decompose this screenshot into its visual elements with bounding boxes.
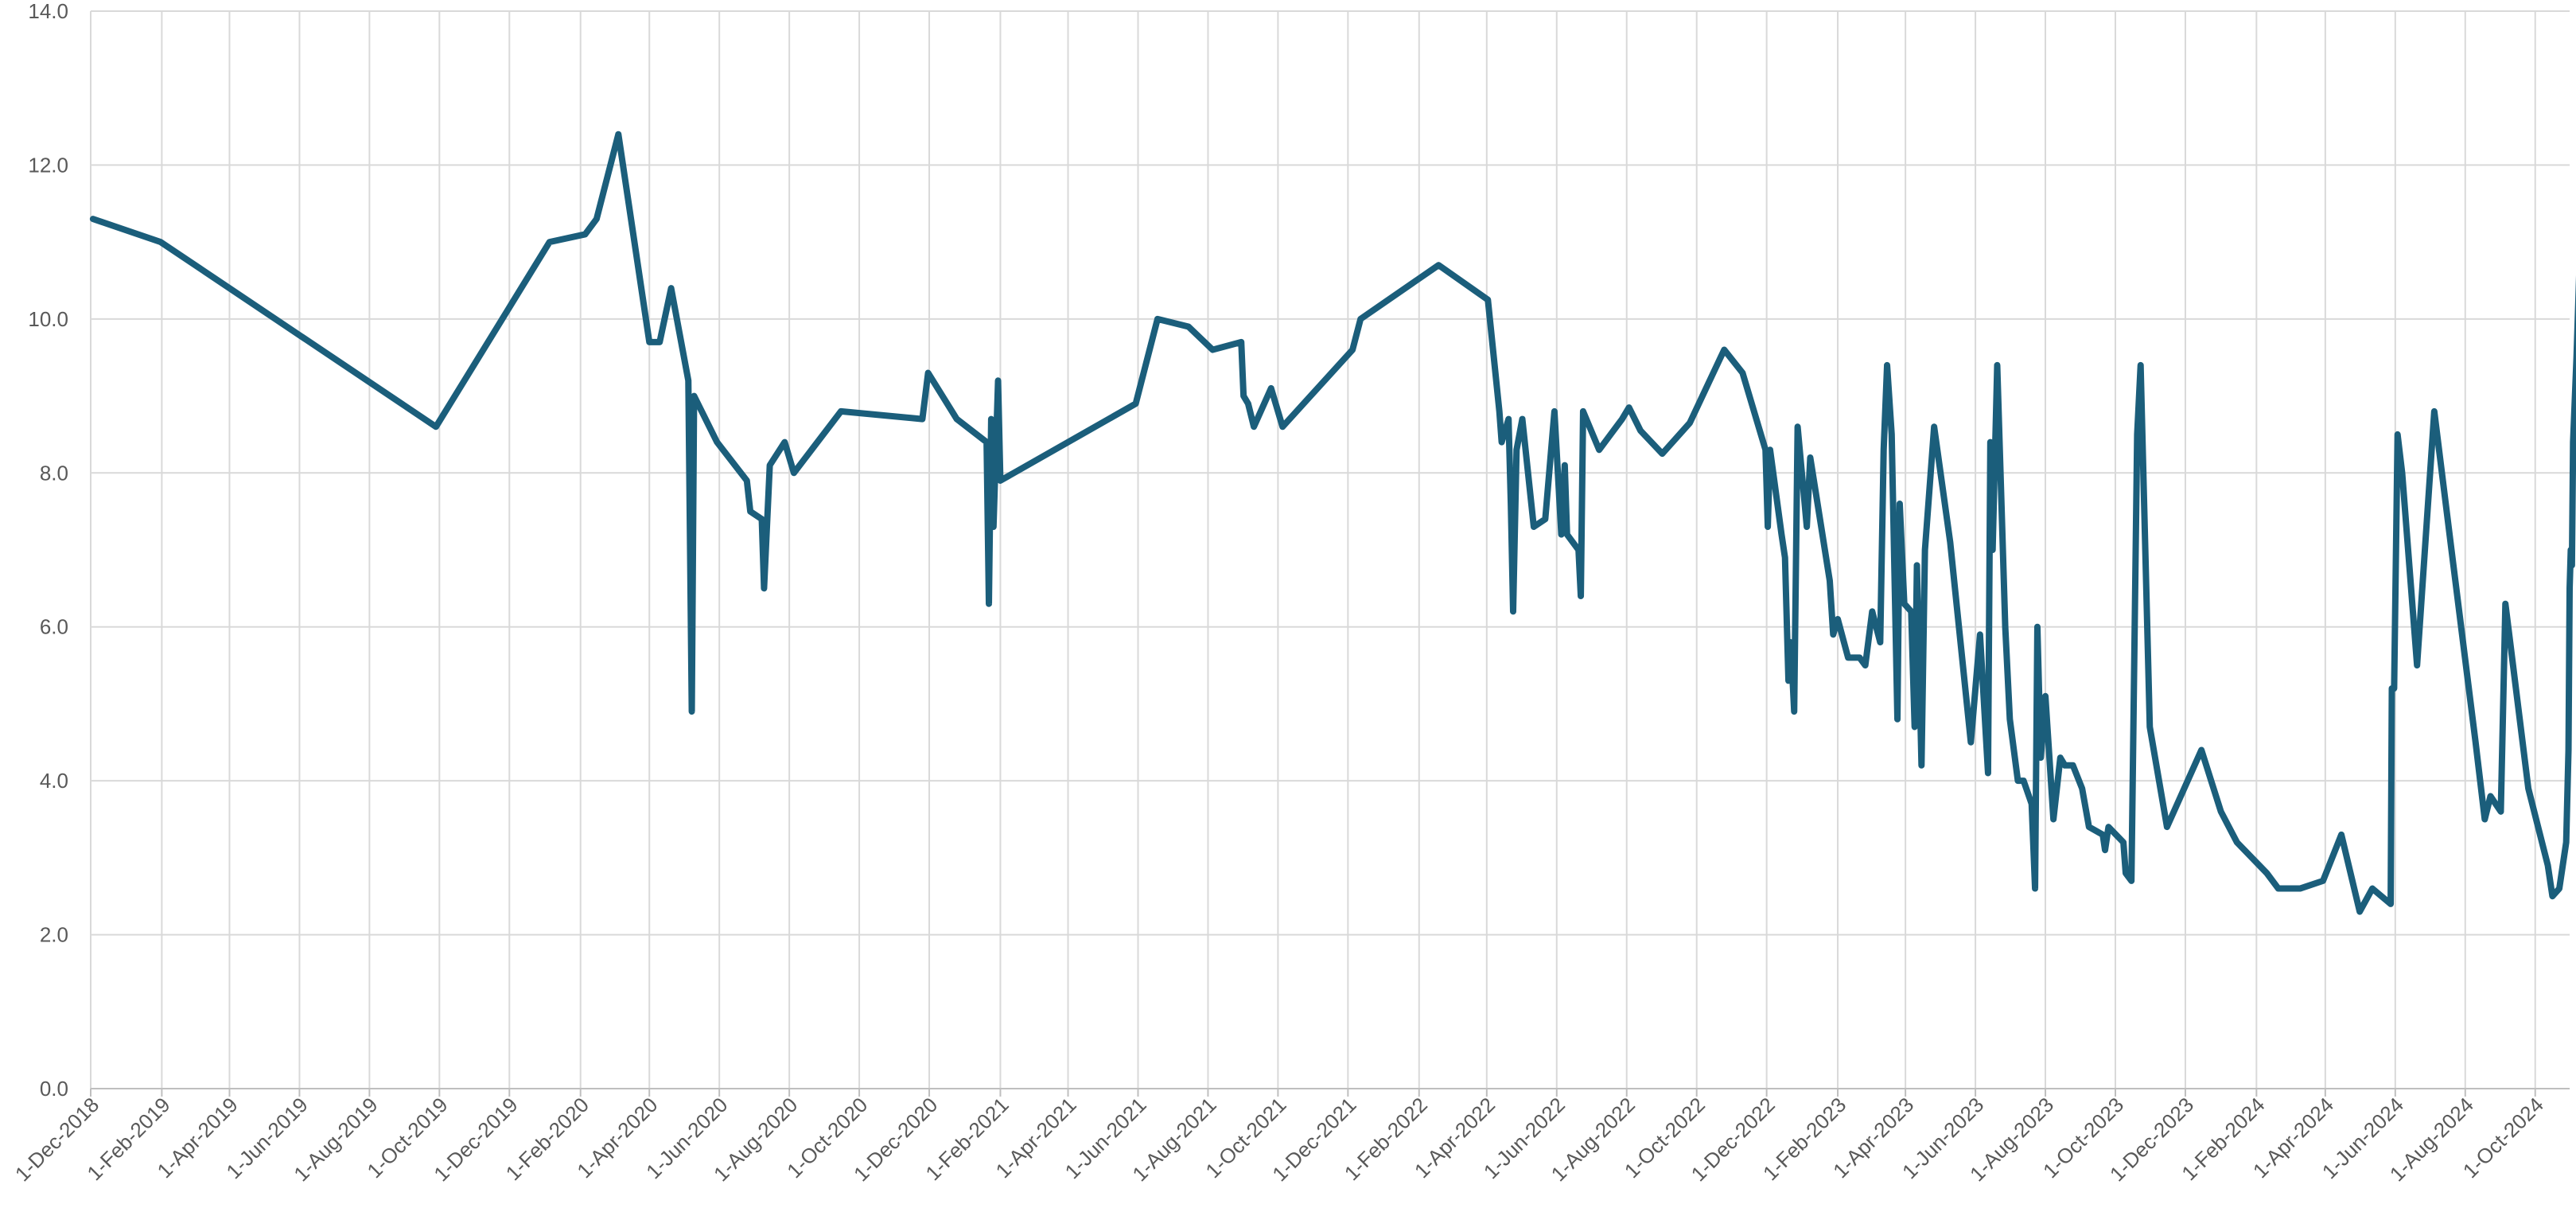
- series-group: [89, 131, 2576, 915]
- y-tick-label: 4.0: [40, 769, 68, 793]
- horizontal-gridlines: [91, 10, 2570, 1089]
- y-tick-label: 10.0: [28, 307, 68, 331]
- series-line: [89, 131, 2576, 915]
- vertical-gridlines: [90, 11, 2536, 1089]
- y-tick-label: 0.0: [40, 1077, 68, 1101]
- y-tick-label: 6.0: [40, 615, 68, 639]
- y-axis-tick-labels: 0.0 2.0 4.0 6.0 8.0 10.0 12.0 14.0: [28, 0, 68, 1101]
- y-tick-label: 12.0: [28, 153, 68, 177]
- x-axis-tick-labels: 1-Dec-20181-Feb-20191-Apr-20191-Jun-2019…: [10, 1093, 2548, 1186]
- axes: [90, 1088, 2570, 1097]
- y-tick-label: 2.0: [40, 923, 68, 947]
- y-tick-label: 8.0: [40, 461, 68, 485]
- y-tick-label: 14.0: [28, 0, 68, 23]
